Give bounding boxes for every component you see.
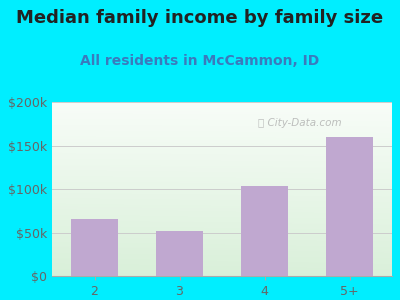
Bar [326, 137, 373, 276]
Text: ⓘ City-Data.com: ⓘ City-Data.com [258, 118, 342, 128]
Bar [241, 186, 288, 276]
Text: All residents in McCammon, ID: All residents in McCammon, ID [80, 54, 320, 68]
Text: Median family income by family size: Median family income by family size [16, 9, 384, 27]
Bar [156, 231, 203, 276]
Bar [71, 220, 118, 276]
